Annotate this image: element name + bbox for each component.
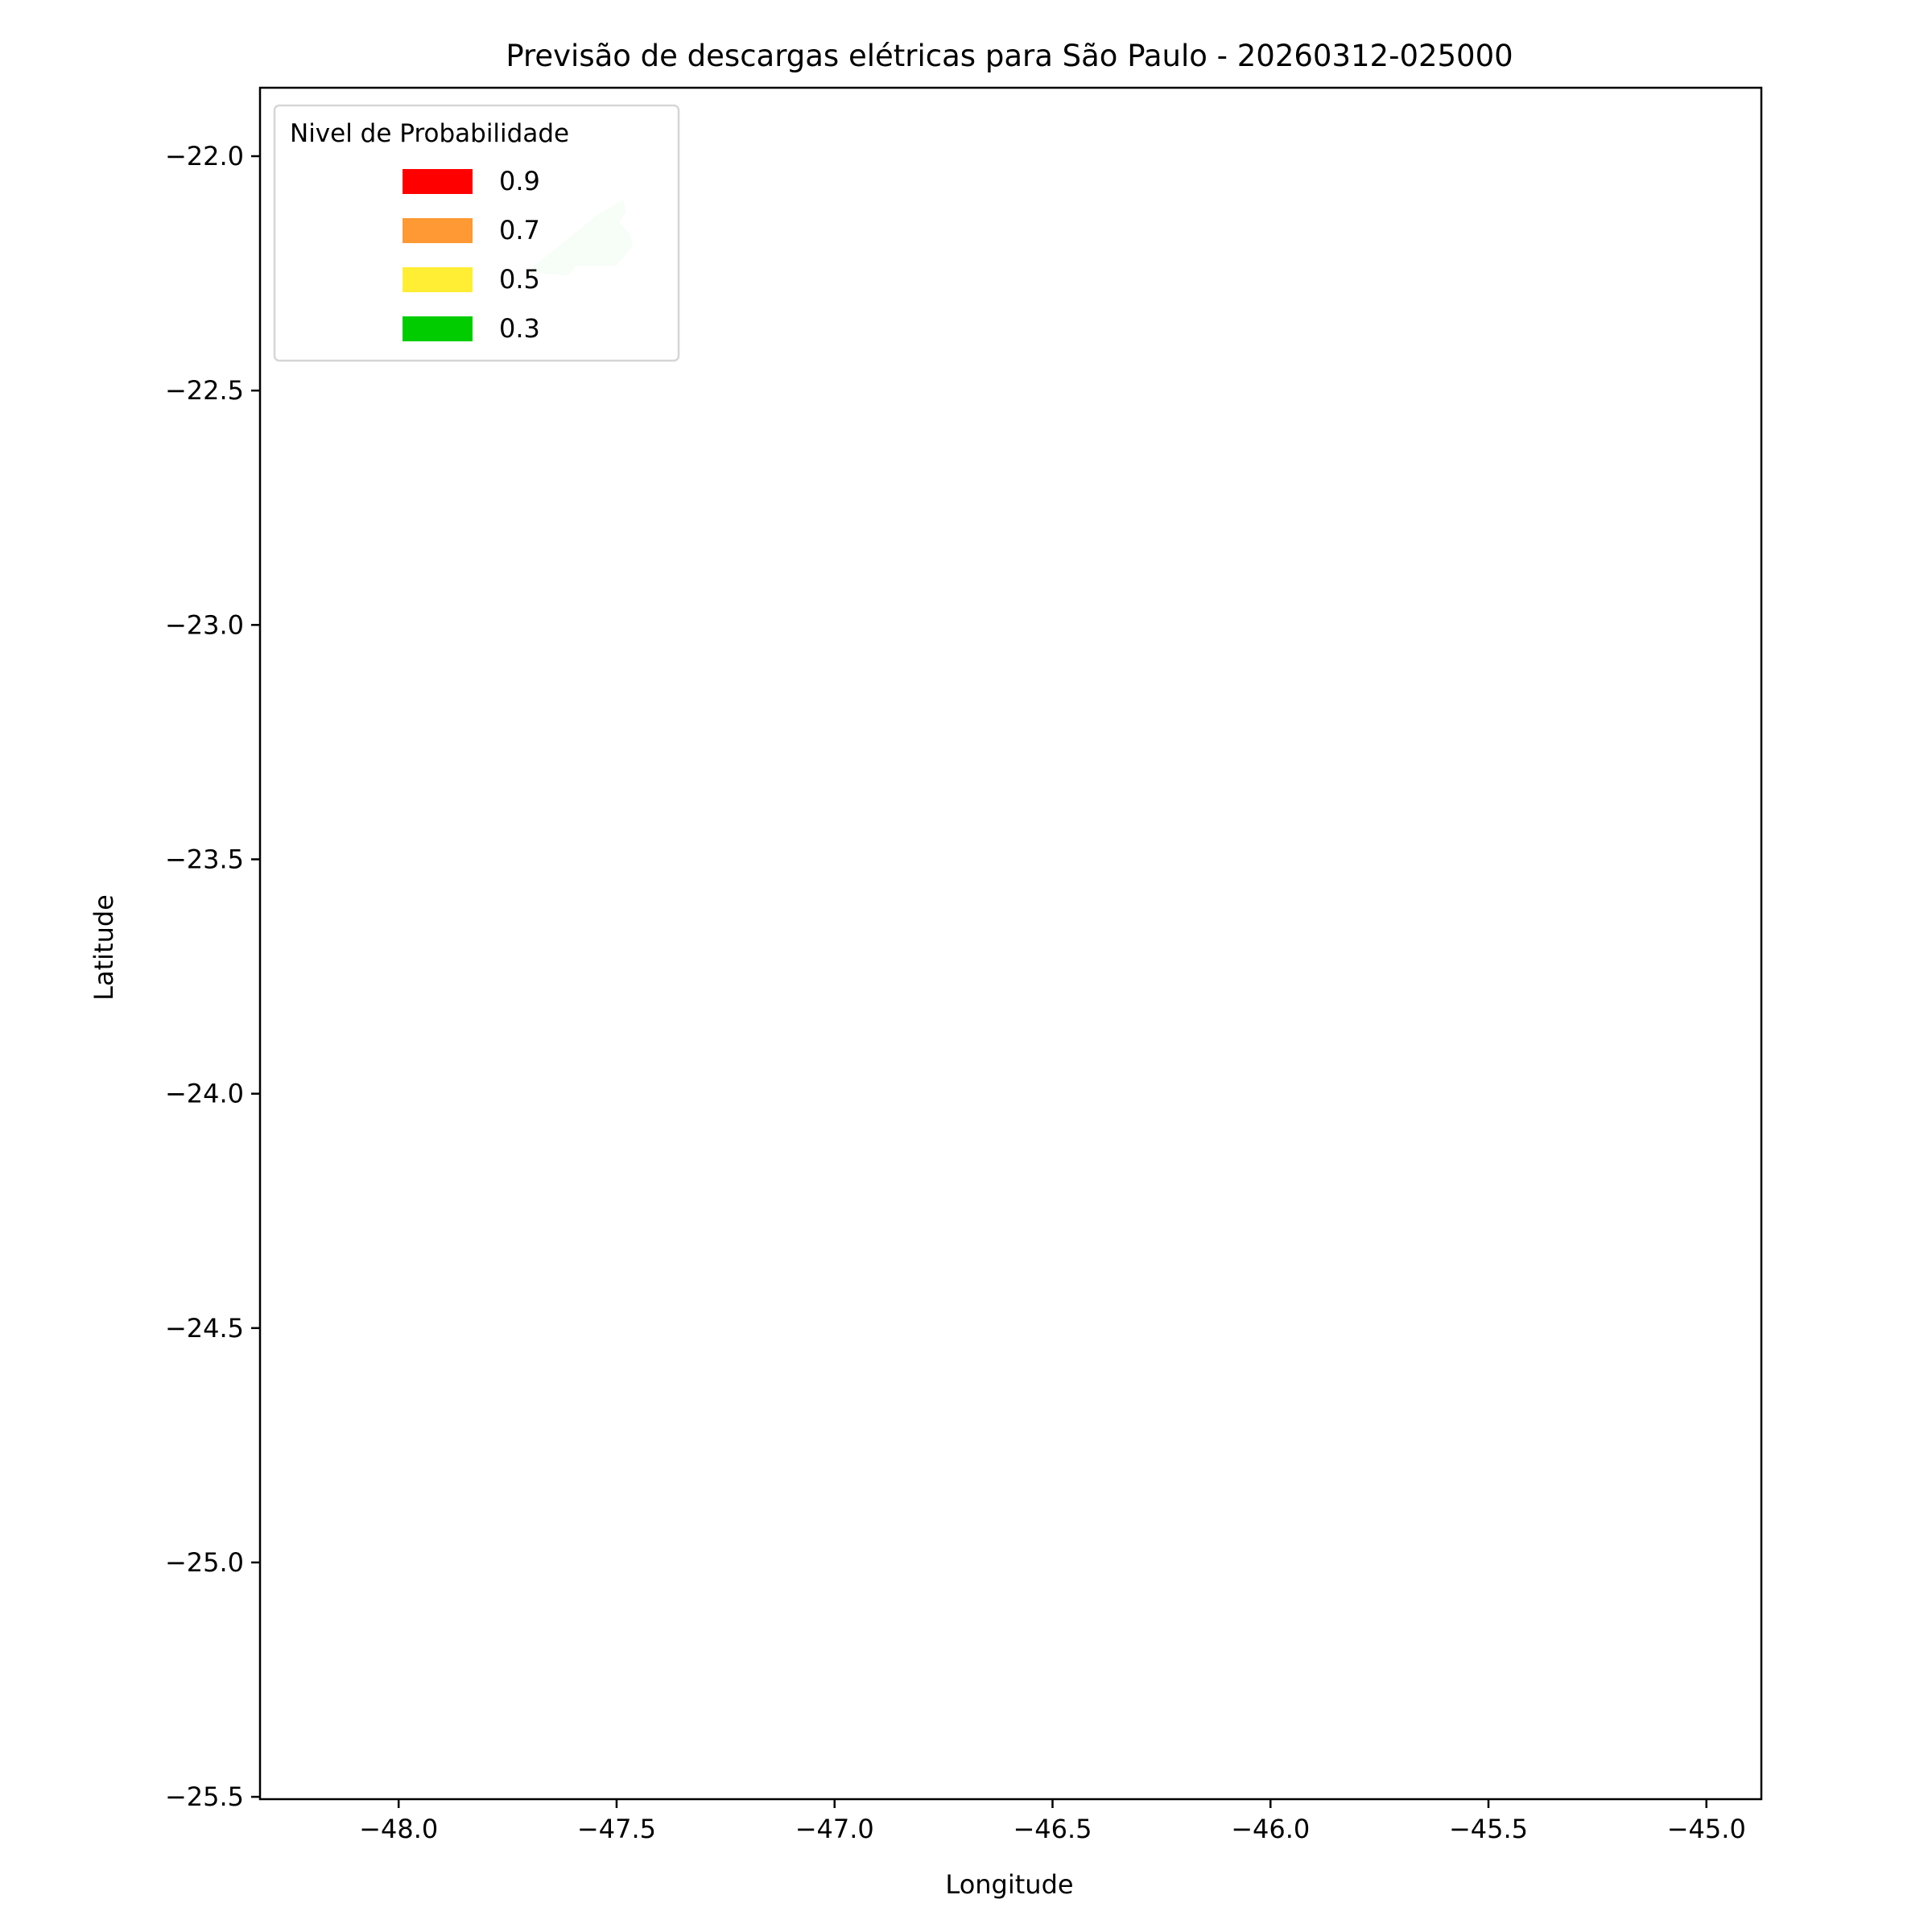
legend-frame (273, 104, 680, 362)
legend-label: 0.7 (499, 215, 540, 246)
x-tick-label: −45.5 (1449, 1814, 1528, 1844)
y-tick-label: −25.0 (165, 1547, 244, 1578)
axis-ticks: −48.0 −47.5 −47.0 −46.5 −46.0 −45.5 −45.0 −22.0… (165, 141, 1746, 1844)
y-tick-label: −23.5 (165, 844, 244, 874)
x-tick-label: −46.5 (1013, 1814, 1092, 1844)
chart-title: Previsão de descargas elétricas para São… (506, 39, 1513, 73)
legend: Nivel de Probabilidade 0.9 0.7 0.5 0.3 (273, 104, 680, 362)
y-tick-label: −24.5 (165, 1313, 244, 1344)
y-tick-label: −22.5 (165, 375, 244, 406)
y-axis-label: Latitude (89, 894, 119, 1001)
y-tick-label: −24.0 (165, 1079, 244, 1109)
x-tick-label: −47.0 (795, 1814, 874, 1844)
legend-swatch (402, 169, 473, 194)
legend-label: 0.3 (499, 313, 540, 344)
legend-label: 0.5 (499, 264, 540, 295)
y-tick-label: −22.0 (165, 141, 244, 171)
legend-title: Nivel de Probabilidade (290, 119, 569, 148)
y-tick-label: −25.5 (165, 1781, 244, 1812)
x-tick-label: −47.5 (577, 1814, 656, 1844)
y-tick-label: −23.0 (165, 609, 244, 640)
x-tick-label: −45.0 (1667, 1814, 1746, 1844)
legend-label: 0.9 (499, 166, 540, 196)
legend-swatch (402, 218, 473, 243)
x-tick-label: −48.0 (359, 1814, 438, 1844)
axes-frame (258, 86, 1763, 1801)
legend-swatch (402, 316, 473, 341)
x-axis-label: Longitude (945, 1869, 1073, 1900)
x-tick-label: −46.0 (1231, 1814, 1310, 1844)
legend-swatch (402, 267, 473, 292)
